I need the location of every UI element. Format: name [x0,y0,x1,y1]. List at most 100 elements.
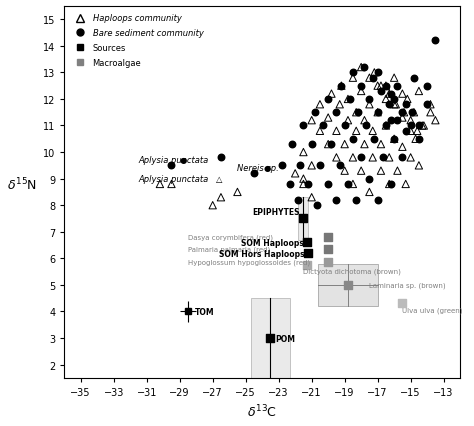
Point [382,96,390,103]
Point [377,83,385,90]
Point [328,91,335,98]
Point [250,170,258,177]
Point [357,64,365,71]
Point [324,246,332,253]
Point [305,250,312,257]
Text: Aplysia punctata: Aplysia punctata [138,155,209,164]
Text: △: △ [216,174,222,183]
Point [391,101,398,108]
Point [352,109,360,116]
Point [399,91,406,98]
Point [432,118,439,124]
Point [362,123,370,130]
Point [374,70,382,77]
Point [399,155,406,161]
Point [352,128,360,135]
Text: Aplysia punctata: Aplysia punctata [138,174,209,183]
Point [385,91,393,98]
Point [387,118,395,124]
Point [407,155,414,161]
Point [391,96,398,103]
Point [286,181,294,188]
Point [352,197,360,204]
Point [391,136,398,143]
Point [288,141,296,148]
Point [365,75,373,82]
Point [324,96,332,103]
Point [357,83,365,90]
Point [399,115,406,122]
Point [407,128,414,135]
Point [385,155,393,161]
Point [337,83,345,90]
Point [316,128,324,135]
Point [333,128,340,135]
Text: EPIPHYTES: EPIPHYTES [253,207,300,216]
Point [402,181,410,188]
Point [316,101,324,108]
Point [382,83,390,90]
Point [415,163,423,170]
Point [399,109,406,116]
Point [341,123,348,130]
Point [419,123,426,130]
Point [344,181,352,188]
Point [407,118,414,124]
Point [377,168,385,175]
Point [300,123,307,130]
Point [357,155,365,161]
Text: TOM: TOM [194,307,214,316]
Text: Laminaria sp. (brown): Laminaria sp. (brown) [369,282,446,288]
Point [391,75,398,82]
Point [365,96,373,103]
Point [427,109,434,116]
Point [333,197,340,204]
Point [427,101,434,108]
Point [374,109,382,116]
Point [423,101,431,108]
Point [402,128,410,135]
Point [336,101,344,108]
Point [415,136,423,143]
Point [349,181,357,188]
Point [399,300,406,307]
Point [413,128,421,135]
Point [382,123,390,130]
Point [305,181,312,188]
Point [168,181,175,188]
Point [379,155,386,161]
Point [344,118,352,124]
Point [420,123,428,130]
Point [328,141,335,148]
Point [361,64,368,71]
Point [409,109,416,116]
Text: ●: ● [264,164,271,173]
Point [278,163,286,170]
Point [324,115,332,122]
Point [267,335,274,342]
Point [387,91,395,98]
Point [391,136,398,143]
Text: Palmaria palmaria (red): Palmaria palmaria (red) [188,246,270,252]
Bar [299,198,309,240]
Point [393,168,401,175]
Point [311,109,319,116]
Bar [251,299,290,378]
Point [400,109,408,116]
Point [300,181,307,188]
Point [303,239,310,246]
Text: Hypoglossum hypoglossoides (red): Hypoglossum hypoglossoides (red) [188,259,310,265]
Point [385,101,393,108]
Point [349,75,357,82]
Text: Ulva ulva (green): Ulva ulva (green) [402,307,463,314]
X-axis label: $\delta^{13}$C: $\delta^{13}$C [247,403,277,419]
Point [374,109,382,116]
Point [324,181,332,188]
Point [313,202,320,209]
Point [209,202,217,209]
Point [319,123,327,130]
Point [385,181,393,188]
Point [399,144,406,151]
Point [337,83,345,90]
Y-axis label: $\delta^{15}$N: $\delta^{15}$N [7,176,37,193]
